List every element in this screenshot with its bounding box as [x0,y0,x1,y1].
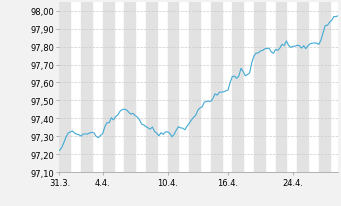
Bar [59,3,70,172]
Bar [211,3,222,172]
Bar [81,3,92,172]
Bar [103,3,114,172]
Bar [276,3,286,172]
Bar [254,3,265,172]
Bar [146,3,157,172]
Bar [297,3,308,172]
Bar [232,3,243,172]
Bar [167,3,178,172]
Bar [124,3,135,172]
Bar [319,3,330,172]
Bar [189,3,200,172]
